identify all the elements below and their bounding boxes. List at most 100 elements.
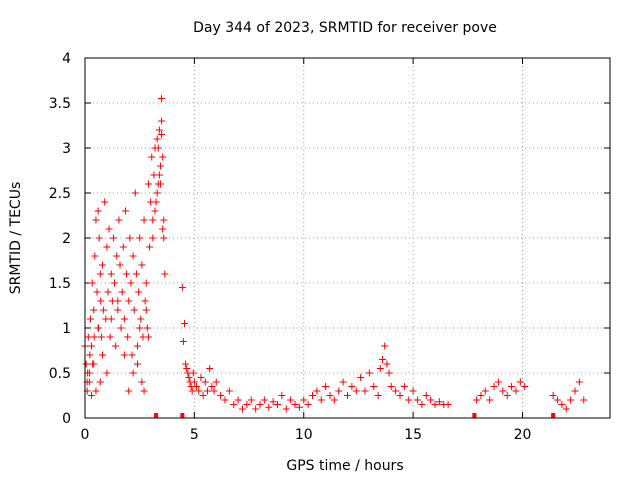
- data-point: [206, 365, 214, 372]
- data-point: [82, 360, 90, 368]
- data-point: [348, 383, 356, 390]
- data-point: [374, 392, 382, 399]
- data-point: [158, 117, 166, 125]
- data-point: [179, 338, 187, 345]
- data-point: [148, 153, 156, 161]
- gap-marker: [154, 413, 159, 418]
- data-point: [326, 392, 334, 399]
- gap-marker: [472, 413, 477, 418]
- data-point: [142, 279, 150, 287]
- data-point: [90, 333, 98, 341]
- data-point: [481, 387, 489, 395]
- data-point: [136, 234, 144, 242]
- data-point: [140, 387, 148, 395]
- data-point: [322, 383, 330, 390]
- data-point: [499, 387, 507, 395]
- data-point: [154, 144, 162, 152]
- data-point: [508, 383, 516, 390]
- data-point: [344, 392, 351, 399]
- data-point: [120, 315, 128, 323]
- data-point: [94, 324, 102, 332]
- data-point: [97, 333, 105, 341]
- data-point: [84, 333, 92, 341]
- data-point: [243, 401, 251, 408]
- data-point: [156, 180, 164, 188]
- data-point: [567, 396, 575, 404]
- data-point: [435, 398, 443, 406]
- data-point: [138, 378, 146, 386]
- data-point: [490, 383, 498, 390]
- data-point: [370, 383, 378, 390]
- data-point: [197, 374, 205, 381]
- data-point: [101, 198, 109, 206]
- data-point: [123, 270, 131, 278]
- data-point: [309, 392, 316, 399]
- data-point: [125, 387, 133, 395]
- data-point: [135, 288, 143, 296]
- data-point: [146, 243, 154, 251]
- data-point: [153, 189, 161, 197]
- data-point: [473, 396, 481, 404]
- data-point: [256, 401, 264, 408]
- data-point: [90, 306, 98, 314]
- data-point: [239, 405, 246, 413]
- data-point: [409, 387, 417, 395]
- data-point: [400, 383, 408, 390]
- data-point: [422, 392, 430, 399]
- data-point: [143, 324, 151, 332]
- data-point: [188, 387, 196, 395]
- data-point: [92, 387, 100, 395]
- data-point: [111, 279, 119, 287]
- data-point: [105, 225, 113, 233]
- data-point: [117, 324, 125, 332]
- x-tick-label: 15: [404, 427, 422, 443]
- data-point: [132, 270, 140, 278]
- data-point: [88, 279, 96, 287]
- data-point: [361, 387, 369, 395]
- data-point: [116, 261, 124, 269]
- x-tick-label: 10: [295, 427, 313, 443]
- data-point: [104, 288, 112, 296]
- y-tick-label: 3.5: [49, 96, 71, 112]
- data-point: [129, 252, 137, 260]
- data-point: [185, 374, 193, 381]
- data-point: [160, 234, 168, 242]
- data-point: [151, 207, 159, 215]
- gap-marker: [180, 413, 185, 418]
- data-point: [107, 270, 115, 278]
- data-point: [357, 374, 365, 381]
- y-tick-label: 2.5: [49, 186, 71, 202]
- data-point: [549, 392, 557, 399]
- data-point: [195, 387, 203, 395]
- data-point: [252, 405, 260, 413]
- data-point: [155, 126, 163, 134]
- data-point: [144, 180, 152, 188]
- data-point: [119, 243, 127, 251]
- data-point: [114, 297, 122, 305]
- data-point: [128, 351, 136, 359]
- data-point: [90, 360, 98, 368]
- data-point: [339, 378, 347, 386]
- data-point: [149, 216, 157, 224]
- data-point: [503, 392, 511, 399]
- data-point: [118, 288, 126, 296]
- data-point: [156, 162, 164, 170]
- data-point: [129, 369, 137, 377]
- data-point: [103, 243, 111, 251]
- data-point: [201, 378, 209, 386]
- data-point: [140, 216, 148, 224]
- data-point: [383, 360, 391, 368]
- data-point: [134, 342, 141, 350]
- data-point: [109, 234, 117, 242]
- y-tick-label: 0.5: [49, 366, 71, 382]
- y-tick-label: 2: [62, 231, 71, 247]
- data-point: [138, 261, 146, 269]
- data-point: [126, 234, 134, 242]
- data-point: [352, 387, 360, 395]
- data-point: [381, 342, 389, 350]
- data-point: [158, 95, 166, 102]
- data-point: [444, 401, 452, 408]
- data-point: [208, 383, 216, 390]
- data-point: [269, 398, 277, 406]
